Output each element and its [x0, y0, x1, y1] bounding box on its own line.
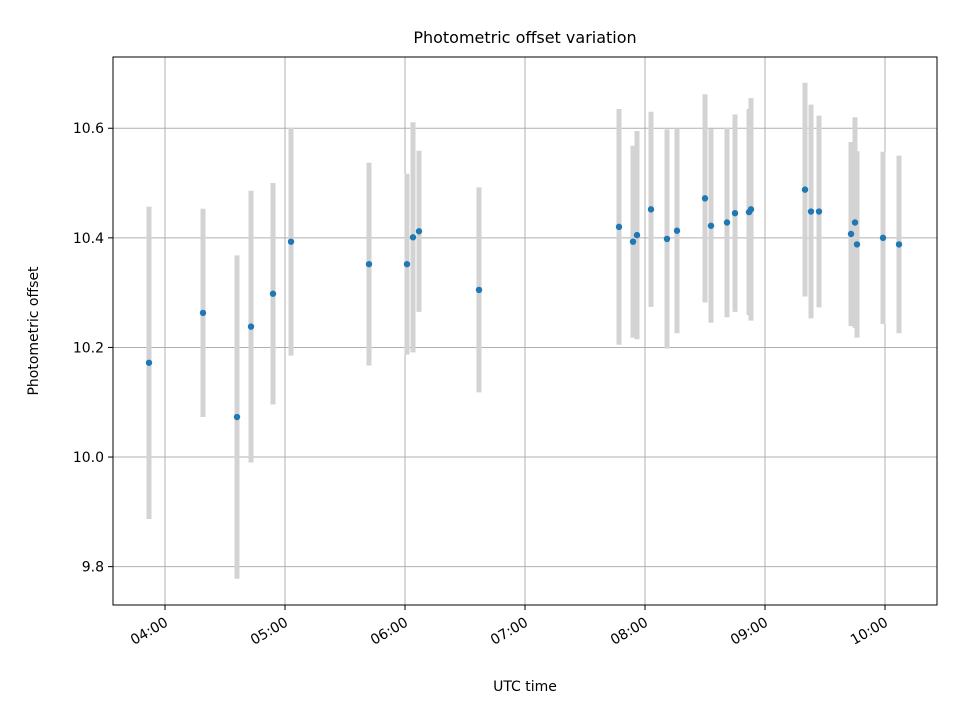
data-point [475, 286, 483, 294]
data-point [287, 238, 295, 245]
y-tick-label: 10.4 [73, 231, 104, 247]
y-axis-ticks: 9.8 10.0 10.2 10.4 10.6 [73, 121, 113, 576]
data-point [851, 219, 859, 226]
chart-title: Photometric offset variation [413, 28, 636, 47]
data-points [145, 186, 903, 421]
data-point [615, 223, 623, 231]
data-point [673, 227, 681, 234]
y-tick-label: 10.6 [73, 121, 104, 137]
data-point [701, 195, 709, 202]
data-point [879, 234, 887, 242]
data-point [269, 290, 277, 297]
y-tick-label: 10.0 [73, 450, 104, 466]
data-point [801, 186, 809, 193]
data-point [629, 238, 637, 245]
data-point [145, 359, 153, 366]
y-axis-label: Photometric offset [26, 266, 42, 396]
data-point [853, 241, 861, 248]
grid-lines [113, 57, 937, 605]
data-point [365, 260, 373, 268]
data-point [723, 219, 731, 226]
data-point [415, 228, 423, 235]
data-point [199, 309, 207, 317]
data-point [731, 209, 739, 217]
data-point [663, 235, 671, 243]
data-point [847, 230, 855, 238]
data-point [895, 241, 903, 248]
x-axis-label: UTC time [493, 679, 557, 695]
data-point [707, 222, 715, 229]
data-point [247, 323, 255, 330]
data-point [747, 206, 755, 213]
data-point [647, 206, 655, 213]
y-tick-label: 10.2 [73, 340, 104, 356]
y-tick-label: 9.8 [82, 560, 104, 576]
data-point [403, 260, 411, 268]
data-point [409, 234, 417, 241]
data-point [233, 413, 241, 421]
data-point [807, 208, 815, 215]
data-point [633, 231, 641, 239]
data-point [815, 208, 823, 215]
